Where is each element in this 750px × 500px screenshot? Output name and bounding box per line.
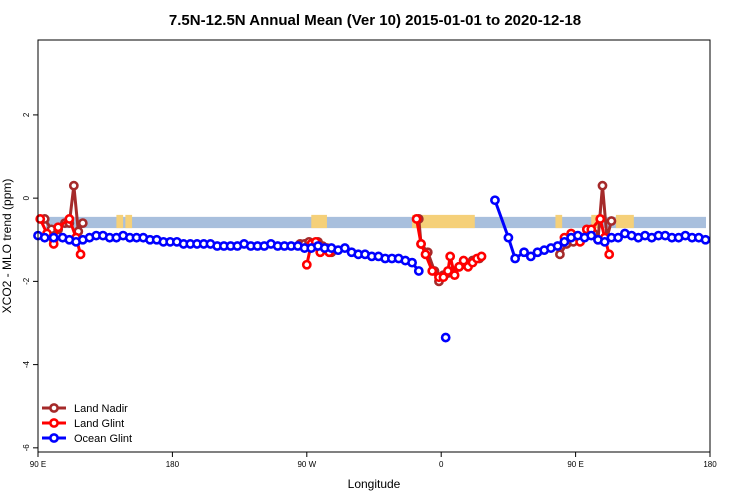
x-axis-label: Longitude [348, 477, 401, 491]
data-point [510, 253, 521, 264]
data-point [476, 251, 487, 262]
data-point [599, 236, 610, 247]
legend-item: Land Nadir [42, 403, 128, 415]
land-segment [125, 214, 133, 229]
data-point [552, 241, 563, 251]
data-point [301, 259, 312, 270]
data-point [53, 222, 64, 233]
data-point [75, 249, 86, 260]
land-segment [555, 214, 563, 229]
x-tick-label: 90 E [567, 460, 583, 469]
data-point [519, 247, 529, 258]
y-tick-label: -6 [22, 444, 31, 452]
chart-title: 7.5N-12.5N Annual Mean (Ver 10) 2015-01-… [169, 12, 581, 29]
data-point [68, 180, 79, 191]
data-point [606, 216, 617, 226]
data-point [77, 218, 88, 229]
data-point [490, 195, 500, 206]
x-tick-label: 180 [703, 460, 717, 469]
data-point [64, 214, 75, 224]
data-point [586, 230, 597, 241]
data-point [416, 239, 426, 249]
y-axis-label: XCO2 - MLO trend (ppm) [0, 179, 14, 314]
data-point [39, 232, 50, 243]
legend-label: Land Glint [74, 418, 124, 430]
data-point [445, 251, 456, 262]
land-segment [116, 214, 124, 229]
data-point [48, 232, 59, 243]
data-point [407, 257, 417, 268]
data-point [700, 234, 711, 245]
series-ocean-glint [33, 195, 711, 343]
x-tick-label: 0 [439, 460, 444, 469]
data-point [613, 232, 624, 243]
data-point [597, 180, 608, 191]
legend-item: Land Glint [42, 418, 124, 430]
y-tick-label: -4 [22, 361, 31, 369]
data-point [440, 332, 451, 343]
data-point [604, 249, 615, 260]
data-point [449, 270, 460, 281]
legend-marker [49, 418, 59, 428]
data-point [411, 214, 422, 224]
data-point [427, 266, 438, 276]
data-point [443, 266, 453, 276]
x-tick-label: 180 [166, 460, 180, 469]
surface-band [46, 216, 706, 229]
data-point [503, 232, 514, 243]
land-segment [311, 214, 327, 229]
legend-label: Land Nadir [74, 403, 128, 415]
y-tick-label: 0 [22, 195, 31, 200]
data-point [555, 249, 565, 260]
plot-frame [37, 39, 711, 453]
land-segment [412, 214, 475, 229]
x-tick-label: 90 E [30, 460, 46, 469]
data-point [413, 266, 424, 276]
land-segment [591, 214, 601, 229]
data-point [454, 261, 465, 272]
x-tick-label: 90 W [297, 460, 316, 469]
land-segment [615, 214, 634, 229]
data-point [438, 272, 449, 283]
data-point [339, 243, 350, 253]
legend-marker [49, 403, 59, 413]
y-tick-label: 2 [22, 112, 31, 117]
legend-marker [49, 433, 59, 443]
y-axis: 2 0 -2 -4 -6 [22, 112, 38, 451]
data-point [525, 251, 536, 262]
data-point [458, 255, 469, 266]
y-tick-label: -2 [22, 277, 31, 285]
legend-label: Ocean Glint [74, 433, 132, 445]
legend: Land Nadir Land Glint Ocean Glint [42, 403, 132, 445]
x-axis: 90 E 180 90 W 0 90 E 180 [30, 452, 717, 469]
legend-item: Ocean Glint [42, 433, 132, 445]
data-point [595, 214, 606, 224]
data-point [420, 249, 431, 260]
data-point [559, 236, 570, 247]
